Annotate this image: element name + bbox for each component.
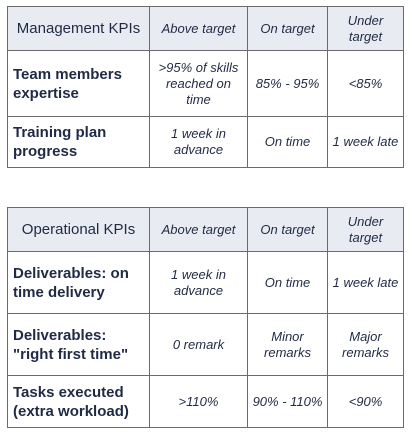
table-header-row: Management KPIs Above target On target U… [7,6,404,51]
row-label: Training plan progress [7,116,150,168]
table-header-row: Operational KPIs Above target On target … [7,207,404,252]
column-header-above-target: Above target [149,207,248,252]
cell-on-target: 90% - 110% [247,375,328,428]
management-kpi-table: Management KPIs Above target On target U… [7,6,404,168]
operational-kpi-table: Operational KPIs Above target On target … [7,207,404,428]
column-header-under-target: Under target [327,6,404,51]
column-header-above-target: Above target [149,6,248,51]
cell-under-target: 1 week late [327,251,404,314]
table-row: Tasks executed (extra workload) >110% 90… [7,375,404,428]
table-row: Team members expertise >95% of skills re… [7,50,404,117]
row-label: Deliverables: on time delivery [7,251,150,314]
column-header-on-target: On target [247,207,328,252]
table-row: Deliverables: "right first time" 0 remar… [7,313,404,376]
cell-under-target: <85% [327,50,404,117]
row-label: Deliverables: "right first time" [7,313,150,376]
table-row: Deliverables: on time delivery 1 week in… [7,251,404,314]
cell-on-target: Minor remarks [247,313,328,376]
column-header-under-target: Under target [327,207,404,252]
cell-on-target: On time [247,116,328,168]
cell-on-target: On time [247,251,328,314]
column-header-on-target: On target [247,6,328,51]
cell-above-target: >110% [149,375,248,428]
row-label: Team members expertise [7,50,150,117]
table-title: Management KPIs [7,6,150,51]
cell-under-target: Major remarks [327,313,404,376]
table-row: Training plan progress 1 week in advance… [7,116,404,168]
cell-under-target: 1 week late [327,116,404,168]
cell-above-target: >95% of skills reached on time [149,50,248,117]
table-title: Operational KPIs [7,207,150,252]
cell-under-target: <90% [327,375,404,428]
cell-above-target: 1 week in advance [149,251,248,314]
cell-on-target: 85% - 95% [247,50,328,117]
cell-above-target: 0 remark [149,313,248,376]
cell-above-target: 1 week in advance [149,116,248,168]
row-label: Tasks executed (extra workload) [7,375,150,428]
